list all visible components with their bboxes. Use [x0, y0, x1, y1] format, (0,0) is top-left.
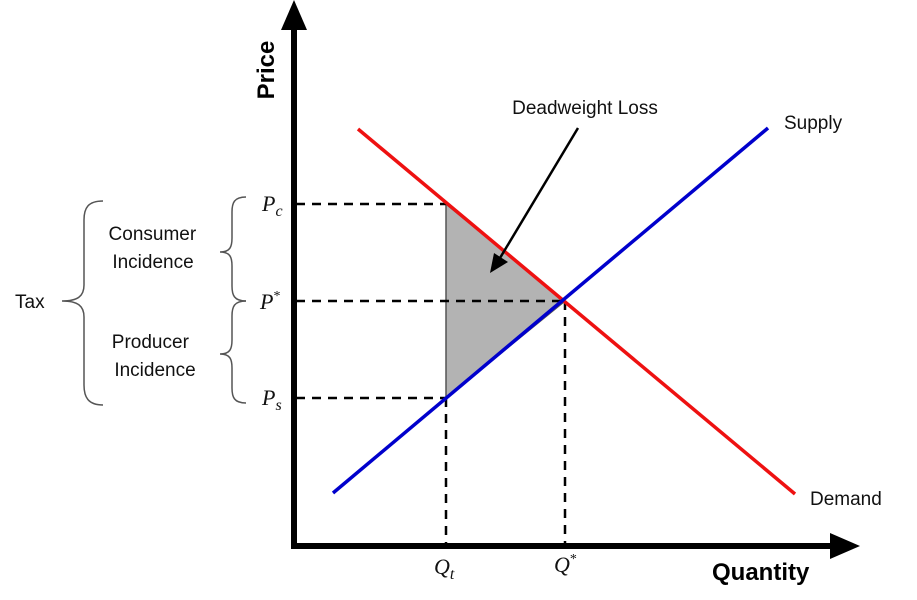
producer-incidence-label: Producer Incidence [112, 332, 196, 381]
quantity-tick-qstar: Q* [554, 552, 577, 577]
tax-label: Tax [15, 292, 45, 313]
supply-curve [331, 126, 770, 495]
price-tick-ps: Ps [261, 385, 282, 414]
demand-curve [356, 127, 797, 496]
producer-incidence-brace [219, 300, 247, 404]
deadweight-loss-arrow [498, 127, 580, 259]
y-axis-title: Price [253, 41, 280, 100]
consumer-incidence-label: Consumer Incidence [109, 224, 202, 273]
deadweight-loss-arrowhead [490, 253, 508, 273]
x-axis-arrowhead [830, 533, 860, 559]
price-tick-pc: Pc [261, 191, 283, 220]
tax-brace [61, 200, 104, 406]
x-axis-title: Quantity [712, 559, 810, 586]
y-axis-arrowhead [281, 0, 307, 30]
deadweight-loss-label: Deadweight Loss [512, 98, 658, 119]
demand-label: Demand [810, 489, 882, 510]
consumer-incidence-brace [219, 196, 247, 302]
price-tick-pstar: P* [259, 289, 280, 314]
supply-label: Supply [784, 113, 843, 134]
quantity-tick-qt: Qt [434, 554, 455, 583]
